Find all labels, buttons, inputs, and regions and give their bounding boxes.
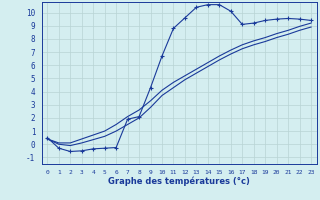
X-axis label: Graphe des températures (°c): Graphe des températures (°c) — [108, 177, 250, 186]
